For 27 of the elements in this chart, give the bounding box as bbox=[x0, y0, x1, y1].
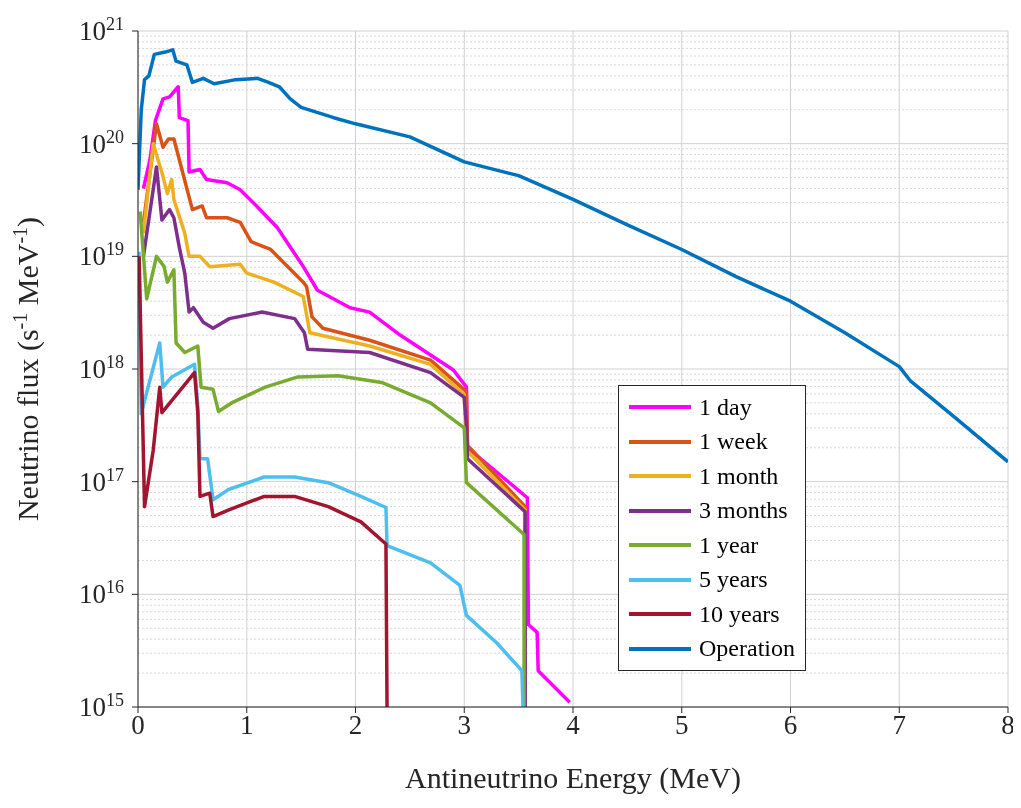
x-tick-label: 6 bbox=[783, 710, 798, 741]
y-tick-label: 10$^{18}$ bbox=[79, 352, 124, 384]
x-axis-title: Antineutrino Energy (MeV) bbox=[404, 761, 742, 795]
x-tick-label: 7 bbox=[892, 710, 906, 741]
legend-label: Operation bbox=[699, 635, 795, 663]
x-tick-label: 8 bbox=[1001, 710, 1015, 741]
x-tick-label: 3 bbox=[457, 710, 471, 741]
legend-label: 1 week bbox=[699, 428, 768, 456]
x-tick-label: 2 bbox=[348, 710, 363, 741]
legend-label: 1 year bbox=[699, 531, 759, 559]
x-tick-label: 0 bbox=[131, 710, 145, 741]
y-tick-label: 10$^{20}$ bbox=[79, 126, 124, 159]
legend-label: 5 years bbox=[699, 566, 768, 594]
legend-label: 1 day bbox=[699, 393, 752, 421]
y-tick-label: 10$^{21}$ bbox=[79, 14, 124, 46]
y-tick-label: 10$^{17}$ bbox=[79, 464, 124, 497]
legend-label: 1 month bbox=[699, 462, 779, 490]
x-tick-label: 5 bbox=[675, 710, 689, 741]
legend-label: 3 months bbox=[699, 497, 788, 525]
x-tick-label: 4 bbox=[566, 710, 581, 741]
legend-label: 10 years bbox=[699, 600, 780, 628]
y-tick-label: 10$^{16}$ bbox=[79, 577, 124, 610]
y-tick-label: 10$^{15}$ bbox=[79, 690, 124, 722]
line-series bbox=[138, 254, 389, 707]
x-tick-label: 1 bbox=[240, 710, 254, 741]
line-series bbox=[138, 48, 1008, 464]
y-tick-label: 10$^{19}$ bbox=[79, 239, 124, 272]
